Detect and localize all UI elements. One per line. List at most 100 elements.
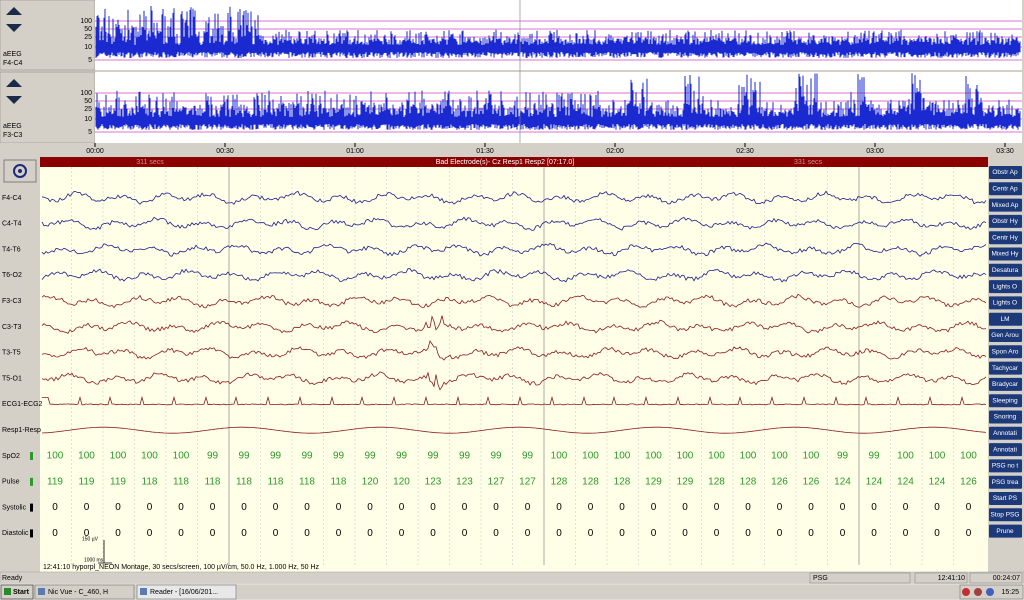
channel-label: F4-C4: [2, 195, 22, 202]
scale-label: 25: [84, 34, 92, 41]
event-button[interactable]: [989, 410, 1022, 424]
tray-icon[interactable]: [986, 588, 994, 596]
vital-value: 120: [393, 476, 410, 487]
event-button-label: Start PS: [993, 495, 1018, 502]
vital-value: 0: [903, 502, 909, 513]
vital-value: 100: [771, 451, 788, 462]
status-ready: Ready: [2, 575, 23, 582]
vital-value: 128: [582, 476, 599, 487]
event-button[interactable]: [989, 459, 1022, 473]
status-elapsed: 00:24:07: [993, 575, 1020, 582]
vital-value: 0: [714, 528, 720, 539]
event-button-label: PSG no t: [992, 463, 1019, 470]
eeg-area: [40, 167, 988, 572]
eeg-trace: [41, 242, 987, 257]
task-button[interactable]: [136, 584, 237, 600]
vital-value: 123: [425, 476, 442, 487]
scroll-down[interactable]: [6, 24, 22, 32]
eeg-trace: [41, 216, 987, 231]
event-button[interactable]: [989, 394, 1022, 408]
vital-value: 0: [777, 502, 783, 513]
event-button[interactable]: [989, 345, 1022, 359]
vital-value: 128: [708, 476, 725, 487]
event-button-label: Centr Hy: [992, 234, 1018, 241]
event-button-label: PSG trea: [992, 479, 1019, 486]
event-button-label: Desatura: [992, 267, 1019, 274]
vital-value: 100: [740, 451, 757, 462]
scroll-up[interactable]: [6, 7, 22, 15]
event-button[interactable]: [989, 524, 1022, 538]
event-button[interactable]: [989, 443, 1022, 457]
event-button[interactable]: [989, 329, 1022, 342]
vital-value: 0: [115, 502, 121, 513]
banner: [40, 157, 988, 167]
vital-value: 0: [115, 528, 121, 539]
vital-value: 100: [803, 451, 820, 462]
event-button[interactable]: [989, 492, 1022, 505]
event-button[interactable]: [989, 280, 1022, 294]
event-button[interactable]: [989, 475, 1022, 489]
vital-value: 99: [868, 451, 880, 462]
vital-value: 0: [556, 528, 562, 539]
event-button[interactable]: [989, 312, 1022, 326]
event-button[interactable]: [989, 247, 1022, 261]
event-button[interactable]: [989, 361, 1022, 375]
vital-value: 100: [960, 451, 977, 462]
event-button[interactable]: [989, 377, 1022, 391]
vital-value: 123: [456, 476, 473, 487]
event-button[interactable]: [989, 166, 1022, 179]
vital-value: 0: [241, 528, 247, 539]
vital-label: Pulse: [2, 479, 20, 486]
target-icon: [13, 164, 27, 178]
event-button[interactable]: [989, 198, 1022, 212]
vital-value: 0: [588, 502, 594, 513]
vital-value: 100: [78, 451, 95, 462]
vital-value: 99: [522, 451, 534, 462]
event-button-label: Obstr Ap: [992, 169, 1018, 176]
event-button-label: Snoring: [994, 414, 1017, 421]
vital-value: 0: [934, 502, 940, 513]
vital-value: 0: [210, 502, 216, 513]
vital-value: 99: [270, 451, 282, 462]
vital-value: 126: [771, 476, 788, 487]
event-button-label: Annotati: [993, 430, 1017, 437]
vital-value: 100: [677, 451, 694, 462]
event-button[interactable]: [989, 182, 1022, 196]
time-label: 01:30: [476, 148, 494, 155]
vital-value: 0: [84, 502, 90, 513]
event-button-label: Bradycar: [992, 381, 1019, 388]
scroll-down[interactable]: [6, 96, 22, 104]
event-button-label: Mixed Ap: [992, 202, 1019, 209]
vital-value: 128: [614, 476, 631, 487]
time-label: 00:00: [86, 148, 104, 155]
vital-value: 126: [960, 476, 977, 487]
scale-label: 5: [88, 129, 92, 136]
scale-label: 100: [80, 90, 92, 97]
time-label: 02:30: [736, 148, 754, 155]
tray-icon[interactable]: [974, 588, 982, 596]
task-icon: [140, 588, 147, 595]
scroll-up[interactable]: [6, 79, 22, 87]
vital-value: 124: [897, 476, 914, 487]
event-button[interactable]: [989, 508, 1022, 522]
vital-value: 118: [173, 476, 189, 487]
vital-value: 99: [238, 451, 250, 462]
event-button[interactable]: [989, 296, 1022, 310]
channel-label: Resp1-Resp: [2, 427, 41, 434]
vital-value: 128: [740, 476, 757, 487]
vital-value: 0: [808, 502, 814, 513]
event-button-label: Lights O: [993, 300, 1017, 307]
tray-icon[interactable]: [962, 588, 970, 596]
event-button[interactable]: [989, 214, 1022, 228]
start-label: Start: [13, 589, 30, 596]
vital-value: 0: [147, 528, 153, 539]
event-button[interactable]: [989, 426, 1022, 440]
channel-label: C4-T4: [2, 221, 22, 228]
event-button[interactable]: [989, 263, 1022, 277]
banner-left: 311 secs: [136, 159, 164, 166]
scale-amplitude: 150 µV: [82, 536, 99, 542]
event-button[interactable]: [989, 231, 1022, 245]
task-button[interactable]: [34, 584, 135, 600]
status-field: [969, 572, 1023, 584]
